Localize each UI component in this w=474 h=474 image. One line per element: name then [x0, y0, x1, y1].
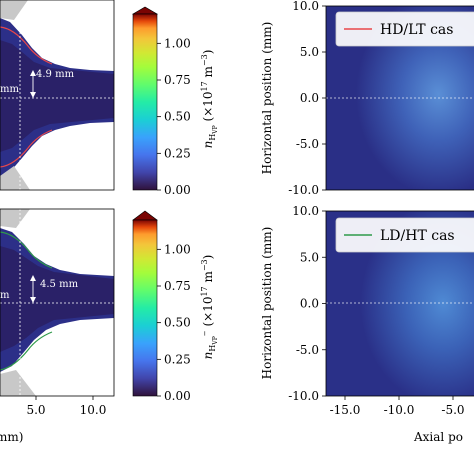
- panel-bottom-right: LD/HT cas 10.0 5.0 0.0 -5.0 -10.0 -15.0 -10.0…: [260, 204, 474, 444]
- ytick-top-right-tick-label: -5.0: [296, 137, 319, 151]
- ytick-bottom-right-tick-label: 0.0: [300, 297, 319, 311]
- xtick-bottom-left-tick-label: 10.0: [80, 403, 107, 417]
- panel-bottom-left: 4.5 mm m 05.010.0 mm): [0, 208, 115, 444]
- colorbar-top-extend: [131, 6, 159, 15]
- ylabel-bottom-right: Horizontal position (mm): [260, 227, 274, 380]
- colorbar-top-tick-label: 0.25: [164, 146, 191, 160]
- contour-hd-upper: [0, 26, 53, 65]
- ytick-bottom-right-tick-label: 5.0: [300, 250, 319, 264]
- colorbar-top-label: nHVP (×1017 m−3): [200, 50, 219, 149]
- ytick-top-right-tick-label: -10.0: [288, 183, 319, 197]
- legend-label-ld: LD/HT cas: [380, 228, 455, 244]
- panel-top-left: 4.9 mm mm: [0, 0, 115, 191]
- annotation-partial-top-left: mm: [0, 84, 19, 95]
- colorbar-bottom-gradient: [132, 219, 158, 397]
- ytick-bottom-right-tick-label: -10.0: [288, 389, 319, 403]
- electrode-top-upper: [0, 0, 28, 20]
- ytick-top-right-tick-label: 10.0: [292, 0, 319, 13]
- colorbar-bottom: 0.00 0.25 0.50 0.75 1.00 nHVP− (×1017 m−3): [132, 210, 219, 403]
- colorbar-top: 0.00 0.25 0.50 0.75 1.00 nHVP (×1017 m−3): [131, 6, 219, 197]
- ytick-top-right-tick-label: 5.0: [300, 45, 319, 59]
- contour-hd-lower: [0, 129, 53, 168]
- xtick-bottom-right-tick-label: -15.0: [330, 403, 361, 417]
- colorbar-bottom-tick-label: 1.00: [164, 242, 191, 256]
- xtick-bottom-right-tick-label: -10.0: [384, 403, 415, 417]
- legend-top-right: HD/LT cas: [335, 11, 474, 47]
- contour-ld-upper: [0, 231, 53, 269]
- colorbar-top-gradient: [132, 13, 158, 191]
- colorbar-top-tick-label: 0.50: [164, 110, 191, 124]
- colorbar-bottom-tick-label: 0.50: [164, 316, 191, 330]
- annotation-bottom-left: 4.5 mm: [40, 279, 79, 290]
- xtick-bottom-right-tick-label: -5.0: [441, 403, 464, 417]
- ytick-bottom-right-tick-label: -5.0: [296, 343, 319, 357]
- panel-top-right: HD/LT cas 10.0 5.0 0.0 -5.0 -10.0 Horizontal…: [260, 0, 474, 197]
- annotation-partial-bottom-left: m: [0, 290, 10, 301]
- electrode-bottom-upper: [0, 209, 30, 228]
- annotation-top-left: 4.9 mm: [36, 69, 75, 80]
- colorbar-bottom-tick-label: 0.00: [164, 389, 191, 403]
- legend-label-hd: HD/LT cas: [380, 22, 453, 38]
- xlabel-bottom-left: mm): [0, 430, 23, 444]
- contour-ld-lower: [0, 331, 53, 371]
- colorbar-top-tick-label: 0.75: [164, 73, 191, 87]
- ylabel-top-right: Horizontal position (mm): [260, 22, 274, 175]
- xtick-bottom-left-tick-label: 5.0: [26, 403, 45, 417]
- electrode-top-lower: [0, 166, 30, 190]
- electrode-bottom-lower: [0, 370, 36, 396]
- colorbar-bottom-label: nHVP− (×1017 m−3): [200, 255, 219, 360]
- colorbar-top-tick-label: 1.00: [164, 36, 191, 50]
- colorbar-bottom-tick-label: 0.25: [164, 352, 191, 366]
- xlabel-bottom-right: Axial po: [413, 430, 463, 444]
- legend-bottom-right: LD/HT cas: [335, 217, 474, 253]
- colorbar-bottom-extend: [132, 210, 158, 221]
- colorbar-top-tick-label: 0.00: [164, 183, 191, 197]
- ytick-top-right-tick-label: 0.0: [300, 91, 319, 105]
- colorbar-bottom-tick-label: 0.75: [164, 279, 191, 293]
- ytick-bottom-right-tick-label: 10.0: [292, 204, 319, 218]
